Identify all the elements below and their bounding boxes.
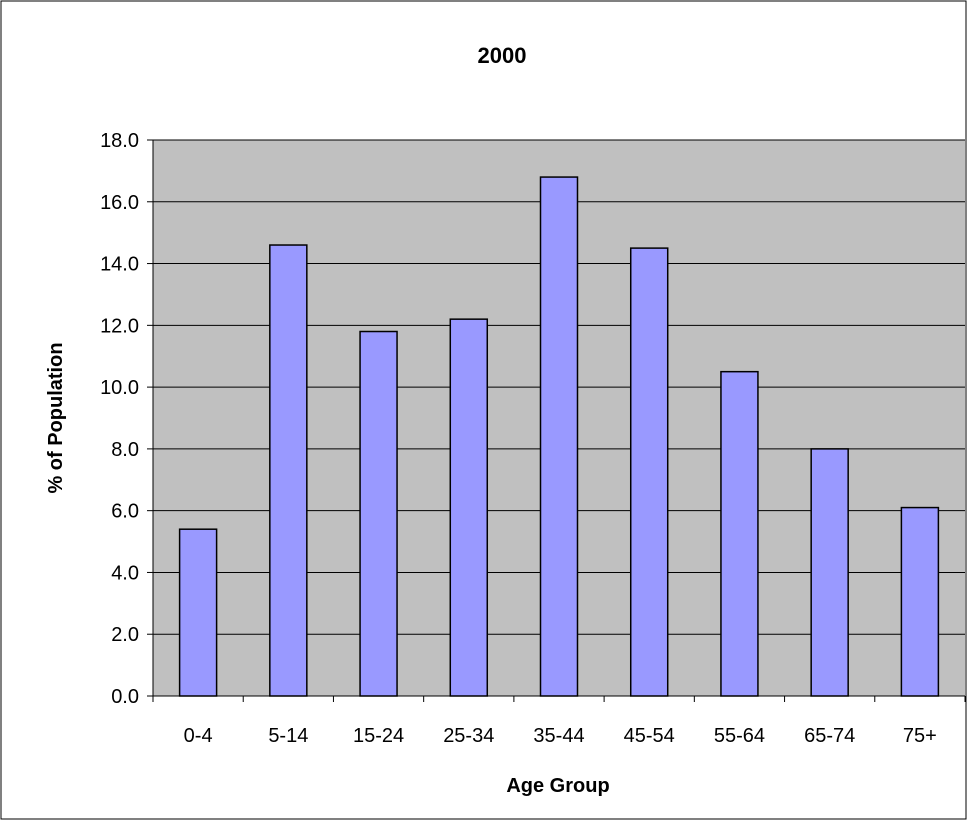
y-tick-label: 6.0 [111,501,139,523]
y-tick-label: 8.0 [111,439,139,461]
y-tick-label: 16.0 [100,192,139,214]
bar-65-74 [810,448,849,697]
x-tick-label: 35-44 [533,725,584,747]
x-tick-label: 75+ [903,725,937,747]
bar-25-34 [449,318,489,697]
x-tick-label: 15-24 [353,725,404,747]
bar-75+ [900,506,940,697]
x-tick-label: 65-74 [804,725,855,747]
y-tick-label: 2.0 [111,624,139,646]
bar-35-44 [539,176,579,697]
y-axis-label: % of Population [45,342,67,493]
y-tick-label: 18.0 [100,130,139,152]
bar-5-14 [269,244,308,697]
y-tick-label: 10.0 [100,377,139,399]
x-tick-label: 0-4 [184,725,213,747]
x-tick-label: 45-54 [624,725,675,747]
chart-title: 2000 [478,43,527,68]
x-axis-label: Age Group [506,775,609,797]
x-tick-label: 55-64 [714,725,765,747]
bar-55-64 [720,370,759,697]
plot-area: 0.0 2.0 4.0 6.0 8.0 10.0 12.0 14.0 16.0 18.0 0-4 5-… [100,130,966,747]
y-tick-label: 0.0 [111,686,139,708]
x-tick-label: 5-14 [268,725,308,747]
y-tick-label: 4.0 [111,562,139,584]
y-tick-label: 14.0 [100,254,139,276]
bar-0-4 [178,528,218,697]
x-tick-label: 25-34 [443,725,494,747]
y-tick-label: 12.0 [100,315,139,337]
bar-15-24 [359,330,398,697]
bar-45-54 [629,247,669,697]
